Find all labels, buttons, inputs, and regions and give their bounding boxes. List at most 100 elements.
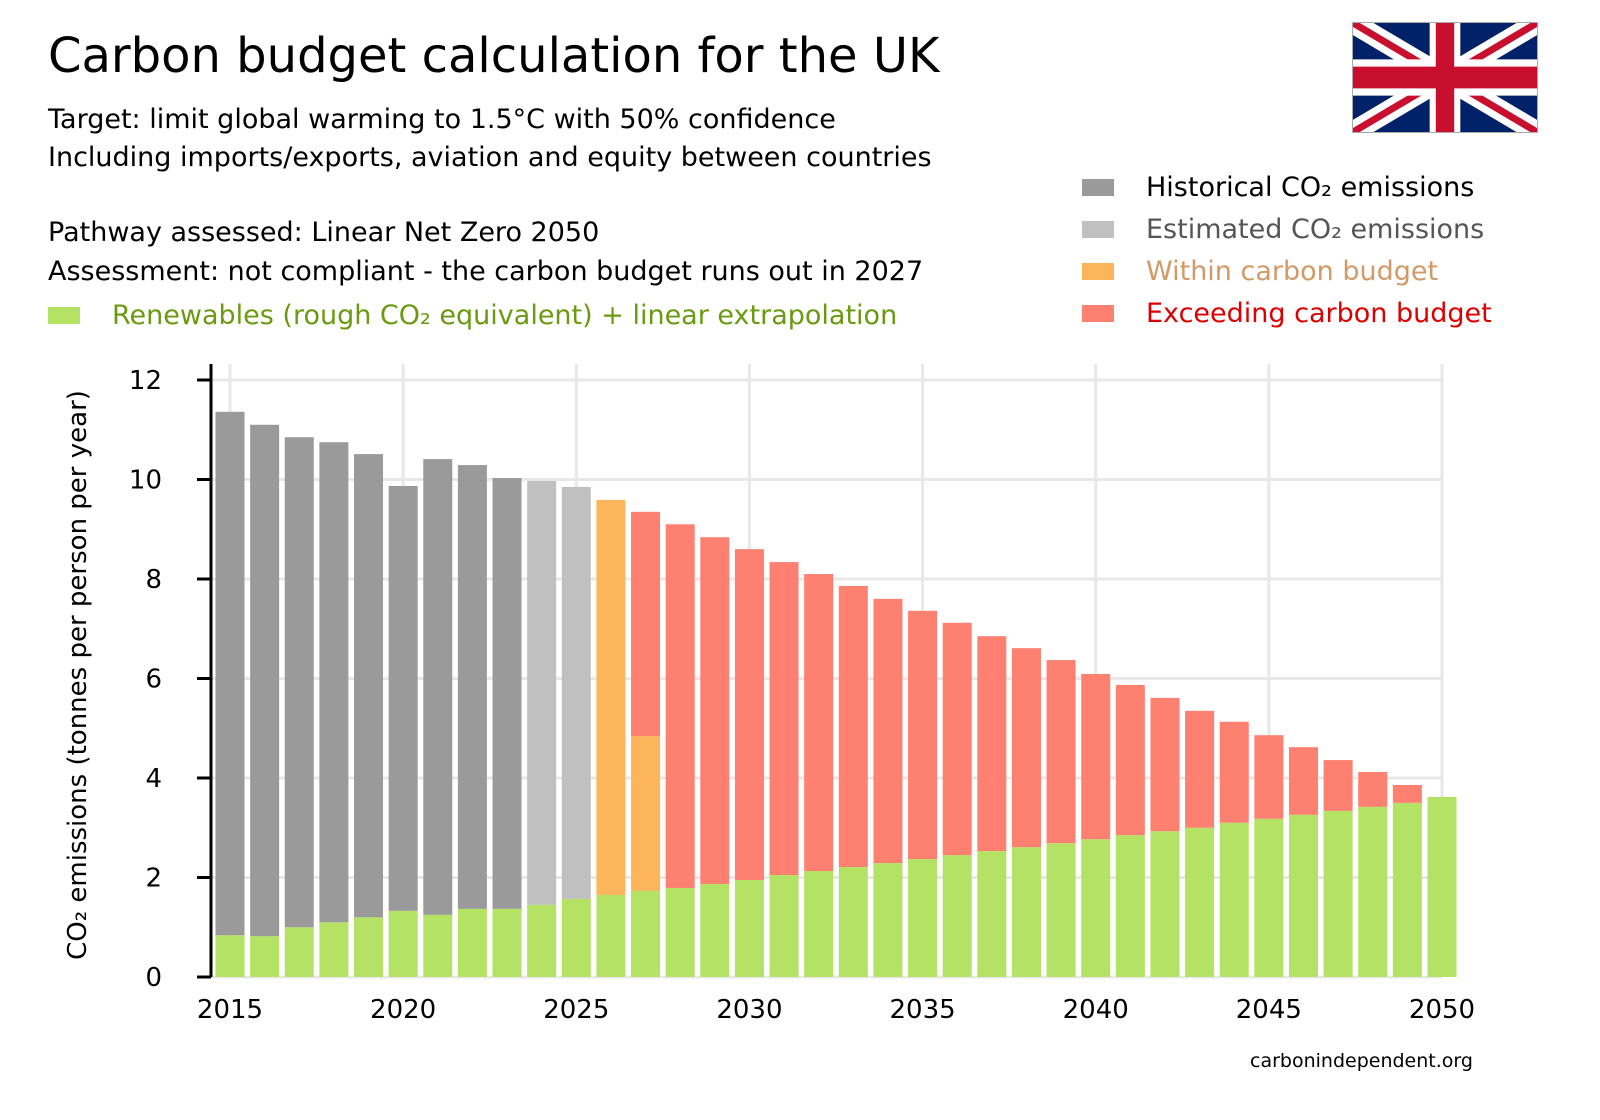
bar-2021-historical-co-emissions xyxy=(423,459,453,915)
y-tick-label: 4 xyxy=(145,764,162,794)
bar-2039-renewables-rough-co-equivalent-linear-extrapolation xyxy=(1046,843,1076,977)
pathway-text: Pathway assessed: Linear Net Zero 2050 xyxy=(48,217,600,248)
bar-2036-renewables-rough-co-equivalent-linear-extrapolation xyxy=(942,855,972,977)
bar-2049-exceeding-carbon-budget xyxy=(1392,784,1422,803)
legend-swatch xyxy=(1082,179,1114,196)
bar-2042-exceeding-carbon-budget xyxy=(1150,697,1180,832)
page-title: Carbon budget calculation for the UK xyxy=(48,28,940,84)
legend-label: Exceeding carbon budget xyxy=(1146,298,1492,329)
y-tick-label: 12 xyxy=(129,366,162,396)
x-tick-label: 2050 xyxy=(1409,995,1475,1025)
bar-2047-exceeding-carbon-budget xyxy=(1323,760,1353,811)
bar-2016-renewables-rough-co-equivalent-linear-extrapolation xyxy=(250,936,280,977)
bar-2034-exceeding-carbon-budget xyxy=(873,598,903,864)
bar-2021-renewables-rough-co-equivalent-linear-extrapolation xyxy=(423,914,453,977)
legend-label: Within carbon budget xyxy=(1146,256,1439,287)
x-tick-label: 2020 xyxy=(370,995,436,1025)
x-tick-label: 2040 xyxy=(1063,995,1129,1025)
bar-2040-exceeding-carbon-budget xyxy=(1081,674,1111,840)
bars xyxy=(215,411,1457,977)
bar-2037-exceeding-carbon-budget xyxy=(977,636,1007,852)
bar-2047-renewables-rough-co-equivalent-linear-extrapolation xyxy=(1323,810,1353,977)
bar-2035-renewables-rough-co-equivalent-linear-extrapolation xyxy=(908,859,938,977)
bar-2040-renewables-rough-co-equivalent-linear-extrapolation xyxy=(1081,839,1111,977)
bar-2048-exceeding-carbon-budget xyxy=(1358,772,1388,807)
legend-swatch xyxy=(1082,263,1114,280)
bar-2017-renewables-rough-co-equivalent-linear-extrapolation xyxy=(284,927,314,977)
y-tick-label: 8 xyxy=(145,565,162,595)
target-text: Target: limit global warming to 1.5°C wi… xyxy=(48,104,836,135)
scope-text: Including imports/exports, aviation and … xyxy=(48,142,932,173)
bar-2043-renewables-rough-co-equivalent-linear-extrapolation xyxy=(1185,827,1215,977)
bar-2020-historical-co-emissions xyxy=(388,485,418,911)
bar-2027-renewables-rough-co-equivalent-linear-extrapolation xyxy=(631,890,661,977)
bar-2045-renewables-rough-co-equivalent-linear-extrapolation xyxy=(1254,818,1284,977)
bar-2019-renewables-rough-co-equivalent-linear-extrapolation xyxy=(354,917,384,977)
bar-2023-renewables-rough-co-equivalent-linear-extrapolation xyxy=(492,908,522,977)
bar-2031-renewables-rough-co-equivalent-linear-extrapolation xyxy=(769,875,799,977)
x-tick-label: 2015 xyxy=(197,995,263,1025)
bar-2044-renewables-rough-co-equivalent-linear-extrapolation xyxy=(1219,822,1249,977)
y-tick-label: 0 xyxy=(145,963,162,993)
bar-2028-renewables-rough-co-equivalent-linear-extrapolation xyxy=(665,887,695,977)
bar-2033-renewables-rough-co-equivalent-linear-extrapolation xyxy=(838,867,868,977)
bar-2037-renewables-rough-co-equivalent-linear-extrapolation xyxy=(977,851,1007,977)
legend-label: Renewables (rough CO₂ equivalent) + line… xyxy=(112,300,898,331)
bar-2050-renewables-rough-co-equivalent-linear-extrapolation xyxy=(1427,796,1457,977)
bar-2018-historical-co-emissions xyxy=(319,442,349,923)
x-tick-label: 2025 xyxy=(543,995,609,1025)
bar-2045-exceeding-carbon-budget xyxy=(1254,735,1284,819)
bar-2049-renewables-rough-co-equivalent-linear-extrapolation xyxy=(1392,802,1422,977)
bar-2020-renewables-rough-co-equivalent-linear-extrapolation xyxy=(388,910,418,977)
bar-2048-renewables-rough-co-equivalent-linear-extrapolation xyxy=(1358,806,1388,977)
y-axis-label: CO₂ emissions (tonnes per person per yea… xyxy=(63,390,93,960)
bar-2019-historical-co-emissions xyxy=(354,454,384,918)
bar-2046-renewables-rough-co-equivalent-linear-extrapolation xyxy=(1288,814,1318,977)
bar-2018-renewables-rough-co-equivalent-linear-extrapolation xyxy=(319,922,349,977)
bar-2015-historical-co-emissions xyxy=(215,411,245,936)
bar-2024-estimated-co-emissions xyxy=(527,480,557,905)
bar-2024-renewables-rough-co-equivalent-linear-extrapolation xyxy=(527,904,557,977)
bar-2028-exceeding-carbon-budget xyxy=(665,524,695,888)
y-tick-label: 2 xyxy=(145,864,162,894)
bar-2016-historical-co-emissions xyxy=(250,424,280,937)
legend-renewables: Renewables (rough CO₂ equivalent) + line… xyxy=(48,300,897,331)
legend-estimated: Estimated CO₂ emissions xyxy=(1082,214,1484,245)
bar-2029-renewables-rough-co-equivalent-linear-extrapolation xyxy=(700,883,730,977)
bar-2044-exceeding-carbon-budget xyxy=(1219,721,1249,823)
bar-2043-exceeding-carbon-budget xyxy=(1185,710,1215,828)
bar-2017-historical-co-emissions xyxy=(284,437,314,928)
legend-within-budget: Within carbon budget xyxy=(1082,256,1438,287)
bar-2036-exceeding-carbon-budget xyxy=(942,622,972,856)
legend-label: Estimated CO₂ emissions xyxy=(1146,214,1485,245)
assessment-text: Assessment: not compliant - the carbon b… xyxy=(48,256,924,287)
bar-2027-within-carbon-budget xyxy=(631,736,661,891)
axes: 0 2 4 6 8 10 12 2015 2020 2025 2030 2035 2040 2045 205… xyxy=(129,364,1475,1025)
bar-2026-renewables-rough-co-equivalent-linear-extrapolation xyxy=(596,894,626,977)
legend-swatch xyxy=(48,307,80,324)
x-tick-label: 2045 xyxy=(1236,995,1302,1025)
bar-2041-exceeding-carbon-budget xyxy=(1115,684,1145,836)
bar-2032-exceeding-carbon-budget xyxy=(804,574,834,872)
bar-2038-renewables-rough-co-equivalent-linear-extrapolation xyxy=(1011,847,1041,977)
bar-2025-renewables-rough-co-equivalent-linear-extrapolation xyxy=(561,898,591,977)
bar-2026-within-carbon-budget xyxy=(596,499,626,895)
x-tick-label: 2030 xyxy=(716,995,782,1025)
legend-swatch xyxy=(1082,305,1114,322)
bar-2022-renewables-rough-co-equivalent-linear-extrapolation xyxy=(457,908,487,977)
bar-2035-exceeding-carbon-budget xyxy=(908,610,938,860)
bar-2023-historical-co-emissions xyxy=(492,478,522,909)
bar-2038-exceeding-carbon-budget xyxy=(1011,648,1041,848)
bar-2032-renewables-rough-co-equivalent-linear-extrapolation xyxy=(804,871,834,977)
bar-2031-exceeding-carbon-budget xyxy=(769,562,799,876)
bar-2025-estimated-co-emissions xyxy=(561,486,591,899)
bar-2034-renewables-rough-co-equivalent-linear-extrapolation xyxy=(873,863,903,977)
bar-2015-renewables-rough-co-equivalent-linear-extrapolation xyxy=(215,935,245,977)
bar-2042-renewables-rough-co-equivalent-linear-extrapolation xyxy=(1150,831,1180,977)
legend-swatch xyxy=(1082,221,1114,238)
bar-2030-renewables-rough-co-equivalent-linear-extrapolation xyxy=(734,879,764,977)
bar-2039-exceeding-carbon-budget xyxy=(1046,660,1076,844)
bar-2029-exceeding-carbon-budget xyxy=(700,537,730,884)
bar-2030-exceeding-carbon-budget xyxy=(734,549,764,880)
